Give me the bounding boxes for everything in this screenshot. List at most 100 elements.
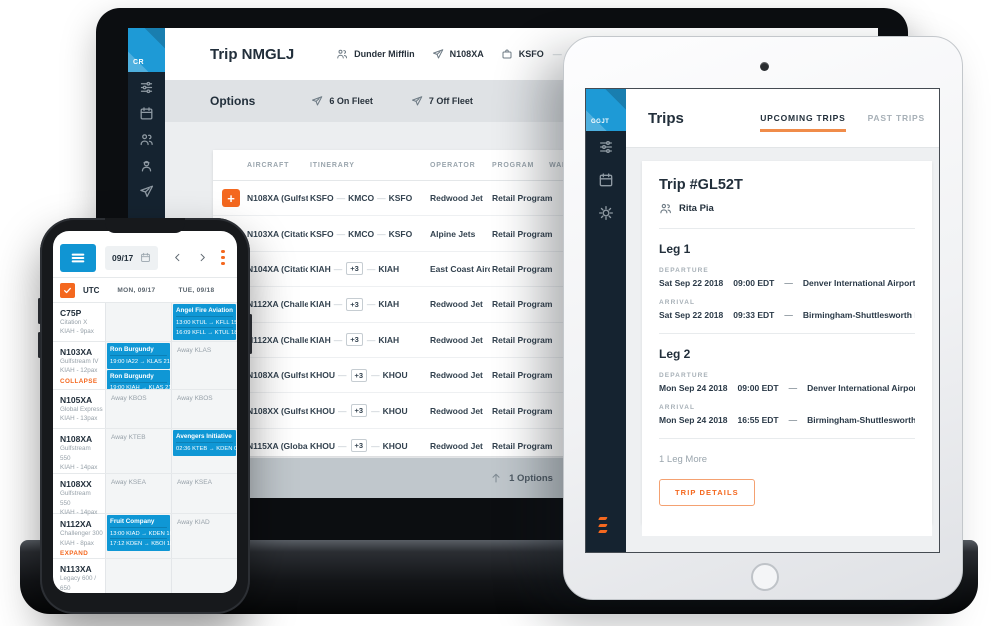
options-table: Aircraft Itinerary Operator Program Warn… [213,150,600,465]
arrival-label: Arrival [659,299,696,306]
schedule-event[interactable]: Ron Burgundy 19:00 IA22 → KLAS 21:47 [107,343,171,369]
app-logo[interactable]: GGJT [586,89,626,131]
add-option-button[interactable]: + [222,189,240,207]
plane-icon [411,96,423,106]
arrival-line: Mon Sep 24 2018 16:55 EDT — Birmingham-Shut… [659,415,915,425]
crew-icon[interactable] [139,158,154,173]
aircraft-label[interactable]: N112XA Challenger 300 KIAH - 8pax EXPAND [60,519,103,558]
people-icon [660,203,671,214]
day-column-label: MON, 09/17 [117,286,156,294]
trip-customer[interactable]: Dunder Mifflin [336,48,415,60]
day-cell: Away KBOS [105,390,171,429]
sidebar-menu-marks[interactable] [598,517,608,533]
schedule-event[interactable]: Ron Burgundy 19:00 KIAH → KLAS 21:40 [107,369,171,389]
schedule-row: N105XA Global Express KIAH - 13pax Away … [53,390,237,430]
menu-button[interactable] [60,243,96,272]
leg-section: Leg 1 Departure Sat Sep 22 2018 09:00 EDT… [659,242,915,320]
day-cell: Avengers Initiative 02:36 KTEB → KDEN 06… [171,429,237,474]
divider [659,333,915,334]
sliders-icon[interactable] [139,80,154,95]
program-cell: Retail Program [492,405,553,416]
options-count: 1 Options [509,472,553,484]
plane-icon [432,49,443,59]
schedule-row: N113XA Legacy 600 / 650 [53,559,237,593]
app-logo-text: CR [133,59,145,66]
expand-toggle[interactable]: EXPAND [60,550,89,558]
route-start: KSFO [518,49,544,59]
program-cell: Retail Program [492,370,553,381]
trip-details-button[interactable]: Trip Details [659,479,755,506]
options-title: Options [210,94,256,108]
away-label: Away KBOS [177,395,213,402]
trip-id: Trip #GL52T [659,177,743,193]
calendar-icon[interactable] [598,172,614,188]
timezone-label: UTC [83,285,100,295]
on-fleet-filter[interactable]: 6 On Fleet [311,95,373,107]
sliders-icon[interactable] [598,139,614,155]
schedule-row: C75P Citation X KIAH - 9pax Angel Fire A… [53,303,237,342]
check-icon [64,287,71,293]
operator-cell: Redwood Jet [430,193,483,204]
aircraft-cell: N115XA (Global 8... [247,440,308,451]
itinerary-cell: KHOU — +3— KHOU [310,404,408,418]
collapse-toggle[interactable]: COLLAPSE [60,377,98,385]
prev-day-button[interactable] [172,252,183,263]
trip-card[interactable]: Trip #GL52T Rita Pia Leg 1 Departure Sat… [642,161,932,524]
phone-volume-button [38,298,41,324]
people-icon[interactable] [139,132,154,147]
schedule-row: N108XX Gulfstream 550 KIAH - 14pax Away … [53,474,237,517]
aircraft-label[interactable]: N113XA Legacy 600 / 650 [60,564,97,592]
aircraft-label[interactable]: C75P Citation X KIAH - 9pax [60,308,94,336]
schedule-event[interactable]: Fruit Company 13:00 KIAD → KDEN 16:27 17… [107,515,171,552]
calendar-icon[interactable] [139,106,154,121]
gear-icon[interactable] [598,205,614,221]
tab-past-trips[interactable]: Past Trips [867,113,925,123]
aircraft-label[interactable]: N105XA Global Express KIAH - 13pax [60,395,103,423]
off-fleet-filter[interactable]: 7 Off Fleet [411,95,473,107]
crew-row: Rita Pia [659,202,915,215]
col-aircraft: Aircraft [247,161,290,169]
schedule-event[interactable]: Avengers Initiative 02:36 KTEB → KDEN 06… [173,430,237,456]
tablet-camera [760,62,769,71]
away-label: Away KSEA [177,479,212,487]
next-card-peek [642,519,932,536]
tz-checkbox[interactable] [60,282,75,298]
table-row[interactable]: N112XA (Challe... KIAH—+3—KIAH Redwood J… [213,323,600,358]
aircraft-cell: N108XA (Gulfstr... [247,370,308,381]
table-row[interactable]: N108XX (Gulfstr... KHOU—+3—KHOU Redwood … [213,393,600,429]
plane-icon[interactable] [139,184,154,199]
off-fleet-label: 7 Off Fleet [428,96,473,106]
table-row[interactable]: N103XA (Citation X) KSFO—KMCO—KSFO Alpin… [213,216,600,252]
operator-cell: Redwood Jet [430,440,483,451]
operator-cell: Alpine Jets [430,228,476,239]
day-cell: Away KBOS [171,390,237,429]
table-row[interactable]: N108XA (Gulfstr... KHOU—+3—KHOU Redwood … [213,358,600,394]
trips-header: Trips Upcoming Trips Past Trips [626,89,939,148]
program-cell: Retail Program [492,334,553,345]
table-row[interactable]: + N108XA (Gulfstr... KSFO—KMCO—KSFO Redw… [213,181,600,217]
app-logo[interactable]: CR [128,28,165,72]
day-cell [105,303,171,341]
itinerary-cell: KIAH — +3— KIAH [310,262,400,276]
aircraft-cell: N108XA (Gulfstr... [247,193,308,204]
day-cell: Away KTEB [105,429,171,474]
aircraft-label[interactable]: N108XX Gulfstream 550 KIAH - 14pax [60,479,98,517]
program-cell: Retail Program [492,440,553,451]
table-row[interactable]: N112XA (Challe... KIAH—+3—KIAH Redwood J… [213,287,600,323]
aircraft-label[interactable]: N108XA Gulfstream 550 KIAH - 14pax [60,434,98,472]
next-day-button[interactable] [197,252,208,263]
plane-icon [312,96,323,106]
tablet-app: Trips Upcoming Trips Past Trips Trip #GL… [626,89,939,552]
trip-aircraft[interactable]: N108XA [432,48,484,60]
schedule-event[interactable]: Angel Fire Aviation 13:00 KTUL → KFLL 15… [173,304,237,340]
itinerary-cell: KHOU — +3— KHOU [310,439,408,453]
aircraft-label[interactable]: N103XA Gulfstream IV KIAH - 12pax COLLAP… [53,342,105,389]
tab-upcoming-trips[interactable]: Upcoming Trips [760,113,846,132]
away-label: Away KIAD [177,519,210,527]
date-picker[interactable]: 09/17 [105,245,159,270]
more-menu-button[interactable] [221,249,225,266]
table-row[interactable]: N104XA (Citation X) KIAH—+3—KIAH East Co… [213,252,600,288]
col-program: Program [492,161,535,169]
page-title: Trip NMGLJ [210,45,295,63]
